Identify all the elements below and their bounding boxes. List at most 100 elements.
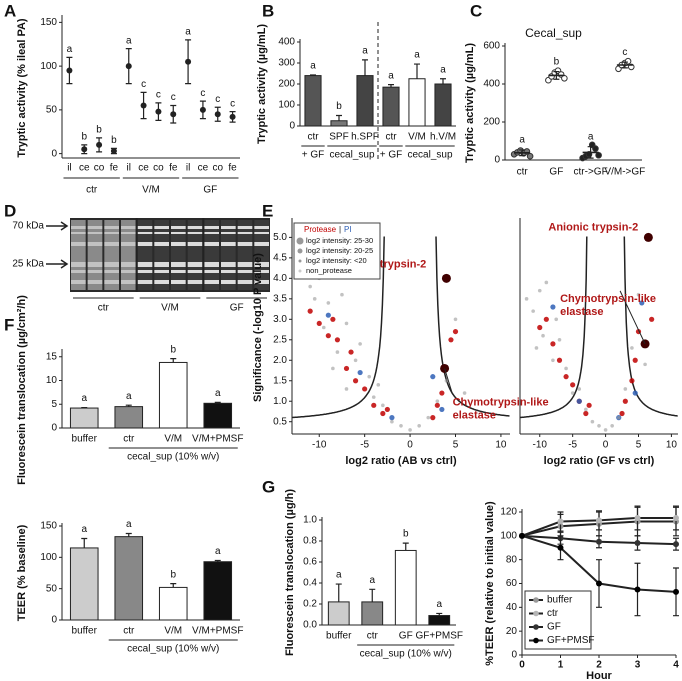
- x-tick-label: il: [186, 163, 190, 174]
- x-tick-label: SPF: [329, 132, 348, 143]
- y-tick-label: 0.5: [273, 416, 287, 427]
- y-tick-label: 150: [40, 521, 57, 532]
- gel-band: [171, 262, 186, 267]
- panel-label: G: [262, 477, 275, 496]
- dot: [229, 113, 236, 120]
- group-label: ctr: [86, 185, 98, 196]
- y-tick-label: 80: [506, 554, 518, 565]
- point: [430, 415, 436, 421]
- annotation: elastase: [453, 409, 496, 421]
- series-marker: [557, 544, 564, 551]
- dot: [185, 58, 192, 65]
- x-tick-label: ce: [138, 163, 149, 174]
- error-bar: [436, 612, 443, 616]
- gel-lane: [104, 220, 119, 290]
- y-tick-label: 10: [46, 375, 58, 386]
- marker-label: 70 kDa: [12, 221, 44, 232]
- x-tick-label: GF: [399, 631, 413, 642]
- legend-entry: GF+PMSF: [547, 635, 595, 646]
- gel-band: [137, 232, 153, 234]
- gel-band: [104, 226, 119, 229]
- x-tick-label: il: [67, 163, 71, 174]
- point: [362, 386, 368, 392]
- point: [550, 341, 556, 347]
- gel-band: [121, 270, 136, 273]
- gel-band: [87, 270, 103, 273]
- bar: [361, 601, 384, 626]
- legend-entry: log2 intensity: 20-25: [306, 246, 373, 255]
- series-marker: [634, 514, 641, 521]
- legend-title: PI: [344, 225, 352, 234]
- error-bar: [125, 404, 132, 407]
- point: [577, 387, 582, 391]
- legend-entry: GF: [547, 622, 561, 633]
- gel-band: [137, 270, 153, 273]
- y-tick-label: 0: [51, 615, 57, 626]
- gel-band: [121, 232, 136, 234]
- error-bar: [369, 588, 376, 602]
- point: [564, 366, 568, 371]
- x-tick-label: co: [94, 163, 105, 174]
- x-tick-label: ctr: [517, 167, 529, 178]
- gel-band: [187, 226, 203, 229]
- point: [590, 419, 595, 424]
- y-tick-label: 200: [483, 117, 500, 128]
- y-axis-label: TEER (% baseline): [16, 524, 28, 621]
- dot: [66, 67, 73, 74]
- significance-letter: a: [81, 524, 87, 535]
- bar: [69, 407, 99, 429]
- point: [616, 415, 621, 420]
- legend-entry: log2 intensity: <20: [306, 256, 367, 265]
- dot: [81, 146, 88, 153]
- y-tick-label: 0.0: [303, 620, 317, 631]
- point: [380, 410, 386, 417]
- significance-letter: a: [362, 45, 368, 56]
- x-tick-label: 5: [453, 440, 459, 451]
- marker-arrow: [46, 221, 69, 231]
- annotation-leader: [444, 368, 454, 395]
- x-tick-label: co: [212, 163, 223, 174]
- point: [592, 145, 599, 152]
- point: [537, 288, 542, 293]
- y-tick-label: 5: [51, 399, 57, 410]
- error-bar: [440, 78, 446, 84]
- bar: [356, 75, 374, 127]
- gel-band: [104, 232, 119, 234]
- point: [371, 395, 376, 399]
- gel-band: [137, 242, 153, 246]
- error-bar: [170, 583, 177, 588]
- point: [430, 374, 436, 380]
- y-tick-label: 4.0: [273, 273, 287, 284]
- significance-letter: b: [96, 125, 102, 136]
- y-axis-label: Tryptic activity (µg/mL): [464, 43, 476, 163]
- significance-letter: c: [215, 94, 220, 105]
- gel-band: [71, 242, 86, 246]
- gel-band: [254, 226, 269, 229]
- gel-band: [154, 226, 169, 229]
- lane-label: GF: [230, 303, 244, 314]
- series-marker: [673, 541, 679, 548]
- chart-title: Cecal_sup: [525, 26, 582, 40]
- y-tick-label: 100: [40, 61, 57, 72]
- panel-label: E: [262, 201, 273, 220]
- x-tick-label: buffer: [72, 626, 98, 637]
- point: [316, 320, 322, 327]
- point: [434, 402, 440, 408]
- y-axis-label: Fluorescein translocation (µg/cm²/h): [16, 295, 28, 485]
- legend-marker: [298, 269, 302, 273]
- y-tick-label: 20: [506, 626, 518, 637]
- error-bar: [673, 505, 679, 531]
- bar: [382, 86, 400, 127]
- x-tick-label: 10: [666, 440, 678, 451]
- gel-band: [154, 232, 169, 234]
- gel-band: [187, 262, 203, 267]
- series-marker: [596, 580, 602, 587]
- x-tick-label: V/M: [164, 434, 182, 445]
- point: [570, 382, 576, 388]
- dot: [110, 148, 117, 154]
- gel-lane: [137, 220, 153, 290]
- x-tick-label: ctr: [307, 132, 319, 143]
- error-bar: [587, 146, 594, 159]
- lane-label: ctr: [98, 303, 110, 314]
- point: [557, 337, 562, 342]
